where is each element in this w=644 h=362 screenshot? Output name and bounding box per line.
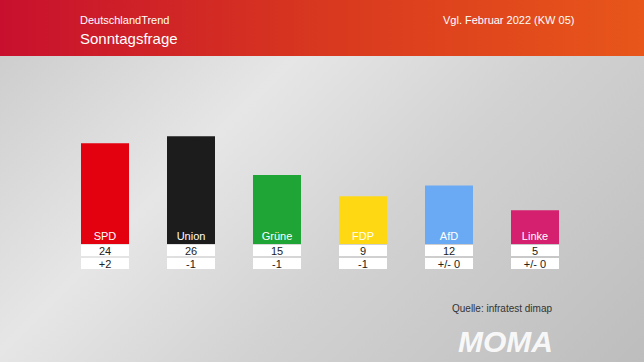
svg-text:-1: -1 xyxy=(358,258,368,270)
svg-text:+/- 0: +/- 0 xyxy=(524,258,546,270)
svg-text:5: 5 xyxy=(532,245,538,257)
svg-text:12: 12 xyxy=(443,245,455,257)
svg-text:Vgl. Februar 2022 (KW 05): Vgl. Februar 2022 (KW 05) xyxy=(443,14,574,26)
svg-text:+2: +2 xyxy=(99,258,112,270)
svg-text:FDP: FDP xyxy=(352,230,374,242)
svg-text:AfD: AfD xyxy=(440,230,458,242)
svg-text:MOMA: MOMA xyxy=(458,325,553,358)
svg-text:DeutschlandTrend: DeutschlandTrend xyxy=(80,14,169,26)
svg-text:-1: -1 xyxy=(272,258,282,270)
svg-text:-1: -1 xyxy=(186,258,196,270)
svg-text:9: 9 xyxy=(360,245,366,257)
svg-text:Sonntagsfrage: Sonntagsfrage xyxy=(80,30,178,47)
svg-text:Linke: Linke xyxy=(522,230,548,242)
svg-text:Grüne: Grüne xyxy=(262,230,293,242)
svg-text:24: 24 xyxy=(99,245,111,257)
svg-text:Union: Union xyxy=(177,230,206,242)
svg-text:15: 15 xyxy=(271,245,283,257)
svg-text:+/- 0: +/- 0 xyxy=(438,258,460,270)
svg-text:SPD: SPD xyxy=(94,230,117,242)
svg-text:26: 26 xyxy=(185,245,197,257)
svg-text:Quelle: infratest dimap: Quelle: infratest dimap xyxy=(452,303,552,314)
